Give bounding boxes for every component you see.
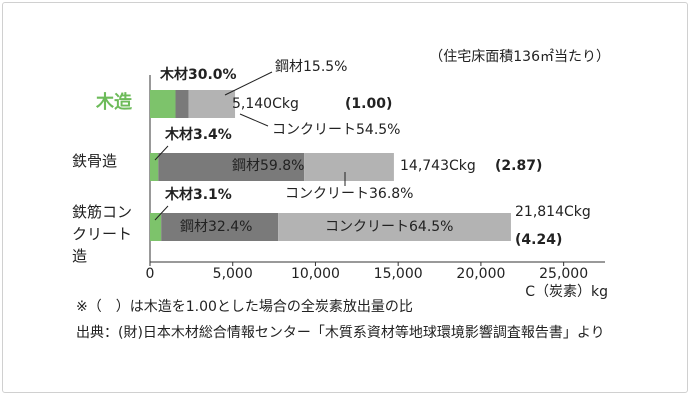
value-label: 鋼材59.8% [232,158,304,174]
footnote: ※（ ）は木造を1.00とした場合の全炭素放出量の比 [76,299,413,315]
leader-line [154,205,169,221]
bar-segment [304,153,394,181]
value-label: 木材3.1% [164,186,232,203]
value-label: 鋼材32.4% [180,219,252,235]
value-label: コンクリート64.5% [325,219,453,235]
value-label: 木材30.0% [159,66,237,83]
category-label: 鉄骨造 [72,152,118,170]
value-label: コンクリート36.8% [285,186,413,202]
x-tick-label: 10,000 [291,266,340,282]
bar-segment [150,153,159,181]
value-label: 鋼材15.5% [275,59,347,75]
bar-segment [175,90,189,118]
bar-segment [188,90,236,118]
x-tick-label: 0 [146,266,155,282]
leader-line [239,113,269,127]
ratio-label: (2.87) [495,158,542,174]
leader-line [154,145,169,161]
ratio-label: (1.00) [345,96,392,112]
bar-segment [278,213,511,241]
footnote: 出典：(財)日本木材総合情報センター「木質系資材等地球環境影響調査報告書」より [76,325,605,341]
total-label: 21,814Ckg [515,204,591,220]
category-label: 鉄筋コンクリート造 [72,203,133,265]
x-tick-label: 15,000 [374,266,423,282]
category-label: 木造 [96,92,132,113]
leader-line [224,71,273,96]
ratio-label: (4.24) [515,232,562,248]
value-label: 木材3.4% [164,126,232,143]
bar-segment [150,213,162,241]
bar-segment [158,153,305,181]
bar-segment [150,90,176,118]
total-label: 5,140Ckg [232,96,299,112]
x-tick-label: 25,000 [539,266,588,282]
bar-segment [161,213,279,241]
x-tick-label: 5,000 [213,266,253,282]
x-axis-label: C（炭素）kg [525,284,608,300]
total-label: 14,743Ckg [400,158,476,174]
x-tick-label: 20,000 [456,266,505,282]
value-label: コンクリート54.5% [272,122,400,138]
note: （住宅床面積136㎡当たり） [429,49,610,65]
